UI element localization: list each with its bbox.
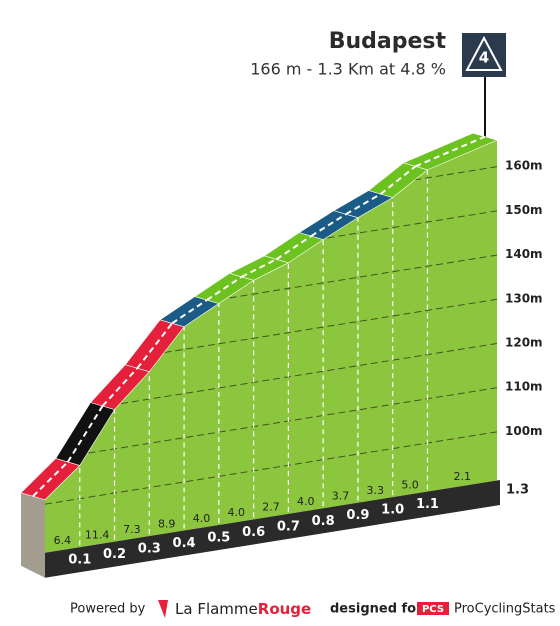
gradient-label: 5.0 <box>401 478 419 491</box>
footer-brand-b: Rouge <box>258 600 311 618</box>
strip-dash <box>32 461 69 497</box>
x-tick-label: 0.8 <box>312 514 335 529</box>
x-tick-label: 1.1 <box>416 497 439 512</box>
footer-logo <box>158 600 168 618</box>
category-label: 4 <box>479 49 489 67</box>
gradient-label: 3.3 <box>367 484 385 497</box>
strip-dash <box>206 275 243 301</box>
strip-dash <box>171 299 208 325</box>
gradient-label: 7.3 <box>123 523 141 536</box>
gradient-label: 2.1 <box>453 470 471 483</box>
gradient-label: 6.4 <box>54 534 72 547</box>
strip-dash <box>380 165 417 195</box>
pcs-logo: PCS <box>422 604 444 615</box>
strip-dash <box>66 405 104 463</box>
strip-dash <box>310 213 347 237</box>
strip-dash <box>241 258 277 278</box>
footer-brand-a: La FlammeRouge <box>175 600 311 618</box>
x-tick-label: 0.9 <box>346 508 369 523</box>
gradient-label: 2.7 <box>262 501 280 514</box>
gradient-label: 8.9 <box>158 517 176 530</box>
gradient-label: 11.4 <box>85 528 110 541</box>
y-tick-label: 150m <box>505 203 543 217</box>
x-tick-label: 1.0 <box>381 503 404 518</box>
x-tick-label: 0.2 <box>103 547 126 562</box>
strip-dash <box>101 367 139 407</box>
side-face <box>21 492 45 578</box>
y-tick-label: 140m <box>505 247 543 261</box>
plot: 100m 110m 120m 130m 140m 150m 160m 6.4 11.4 7.3 8.… <box>20 132 543 578</box>
strip-dash <box>275 235 312 261</box>
profile-face <box>45 140 497 553</box>
category-triangle <box>465 35 503 71</box>
x-tick-label: 0.7 <box>277 519 300 534</box>
footer-designed: designed for <box>330 602 423 617</box>
gradient-label: 3.7 <box>332 490 350 503</box>
x-tick-label: 0.6 <box>242 525 265 540</box>
x-tick-label: 0.1 <box>68 553 91 568</box>
y-tick-label: 120m <box>505 335 543 349</box>
strip-dash <box>415 135 486 168</box>
footer-powered: Powered by <box>70 602 146 617</box>
base-band <box>45 480 500 578</box>
y-tick-label: 160m <box>505 159 543 173</box>
x-tick-label: 1.3 <box>506 483 529 498</box>
gradient-label: 4.0 <box>193 512 211 525</box>
x-tick-label: 0.4 <box>173 536 196 551</box>
chart-subtitle: 166 m - 1.3 Km at 4.8 % <box>250 60 446 79</box>
gradient-label: 4.0 <box>297 495 315 508</box>
footer-site: ProCyclingStats <box>454 602 556 617</box>
pcs-box <box>417 602 449 615</box>
footer-brand-a: La Flamme <box>175 600 258 618</box>
y-tick-label: 110m <box>505 380 543 394</box>
x-tick-label: 0.3 <box>138 542 161 557</box>
strip-dash <box>345 193 382 216</box>
chart-title: Budapest <box>329 29 447 54</box>
y-tick-label: 100m <box>505 424 543 438</box>
y-tick-label: 130m <box>505 291 543 305</box>
x-tick-label: 0.5 <box>207 530 230 545</box>
gradient-label: 4.0 <box>227 506 245 519</box>
